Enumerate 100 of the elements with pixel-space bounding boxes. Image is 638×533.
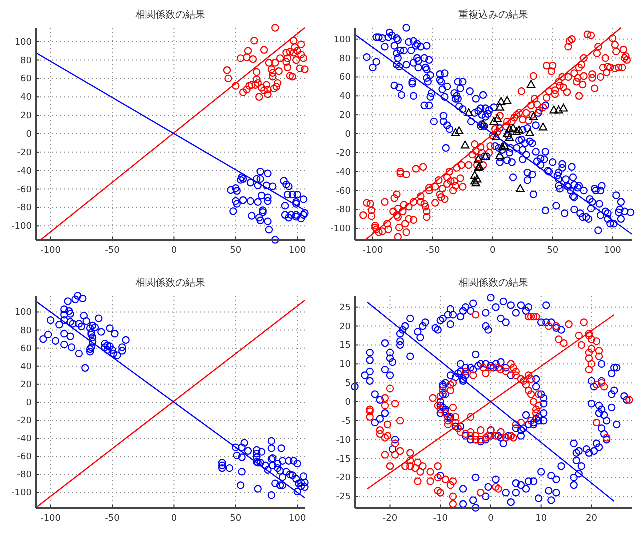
y-tick-label: -60	[17, 185, 32, 196]
y-tick-label: 25	[340, 303, 351, 314]
point	[300, 196, 308, 204]
point	[297, 40, 306, 48]
point	[554, 106, 564, 114]
y-tick-label: 100	[14, 308, 32, 318]
x-tick-label: -100	[362, 246, 384, 256]
point	[472, 174, 482, 183]
chart-title: 重複込みの結果	[458, 9, 528, 21]
point	[223, 66, 232, 74]
y-tick-label: 10	[340, 360, 352, 370]
x-tick-label: 100	[289, 514, 306, 524]
y-tick-label: 100	[14, 38, 32, 48]
point	[269, 182, 277, 190]
y-tick-label: 15	[340, 341, 351, 352]
y-tick-label: 20	[20, 380, 32, 390]
point	[224, 74, 232, 83]
point	[290, 37, 298, 45]
point	[274, 79, 282, 88]
y-tick-label: -60	[336, 186, 352, 197]
x-tick-label: -100	[40, 246, 62, 256]
point	[496, 97, 506, 106]
point	[490, 117, 498, 126]
point	[288, 211, 296, 219]
point	[256, 175, 264, 184]
point	[301, 66, 309, 74]
point	[454, 126, 464, 135]
point	[246, 197, 255, 206]
y-tick-label: 80	[340, 54, 352, 64]
point	[236, 176, 245, 184]
y-tick-label: 40	[20, 93, 32, 104]
y-tick-label: -40	[17, 434, 32, 445]
point	[272, 236, 280, 244]
point	[253, 76, 261, 84]
y-tick-label: -80	[336, 206, 352, 216]
point	[238, 173, 246, 182]
point	[291, 44, 299, 52]
point	[254, 182, 262, 190]
y-tick-label: 0	[345, 398, 352, 408]
y-tick-label: 20	[340, 322, 352, 332]
point	[460, 140, 470, 149]
point	[246, 82, 254, 90]
point	[260, 46, 268, 54]
y-tick-label: 60	[20, 344, 32, 354]
x-tick-label: -50	[105, 246, 120, 256]
point	[281, 202, 290, 210]
point	[284, 190, 292, 199]
point	[502, 129, 512, 138]
y-tick-label: 20	[340, 111, 352, 122]
point	[472, 178, 480, 187]
point	[464, 108, 474, 117]
x-tick-label: -50	[105, 514, 120, 524]
point	[285, 182, 293, 190]
point	[290, 49, 298, 57]
point	[282, 180, 290, 189]
point	[254, 198, 262, 206]
point	[233, 187, 241, 195]
y-tick-label: 80	[20, 56, 32, 66]
point	[493, 114, 502, 122]
point	[244, 47, 252, 55]
point	[284, 64, 292, 72]
y-tick-label: -80	[17, 204, 32, 214]
point	[286, 72, 294, 80]
point	[294, 47, 302, 55]
point	[292, 213, 300, 221]
y-tick-label: 0	[26, 398, 32, 408]
point	[288, 73, 297, 81]
point	[246, 179, 255, 187]
y-tick-label: -15	[336, 454, 351, 465]
x-tick-label: 0	[171, 514, 178, 524]
y-tick-label: 40	[20, 362, 32, 372]
y-tick-label: 20	[20, 112, 32, 122]
x-tick-label: 0	[490, 246, 496, 256]
point	[248, 81, 256, 89]
point	[239, 196, 248, 204]
x-tick-label: -50	[426, 246, 441, 256]
chart-title: 相関係数の結果	[458, 277, 528, 289]
y-tick-label: 80	[20, 326, 32, 336]
point	[255, 214, 264, 222]
point	[296, 64, 304, 72]
point	[248, 212, 256, 220]
point	[508, 124, 518, 132]
point	[470, 176, 480, 185]
point	[258, 84, 266, 92]
point	[227, 186, 235, 194]
point	[505, 124, 514, 133]
point	[292, 198, 300, 206]
point	[284, 54, 292, 62]
point	[232, 82, 240, 90]
point	[269, 69, 277, 78]
point	[243, 86, 251, 94]
point	[255, 93, 264, 101]
y-tick-label: -20	[336, 474, 352, 484]
point	[275, 67, 283, 76]
point	[232, 184, 240, 192]
point	[252, 81, 260, 89]
point	[280, 177, 288, 185]
x-tick-label: 20	[586, 514, 598, 524]
point	[286, 48, 294, 56]
point	[239, 175, 248, 184]
